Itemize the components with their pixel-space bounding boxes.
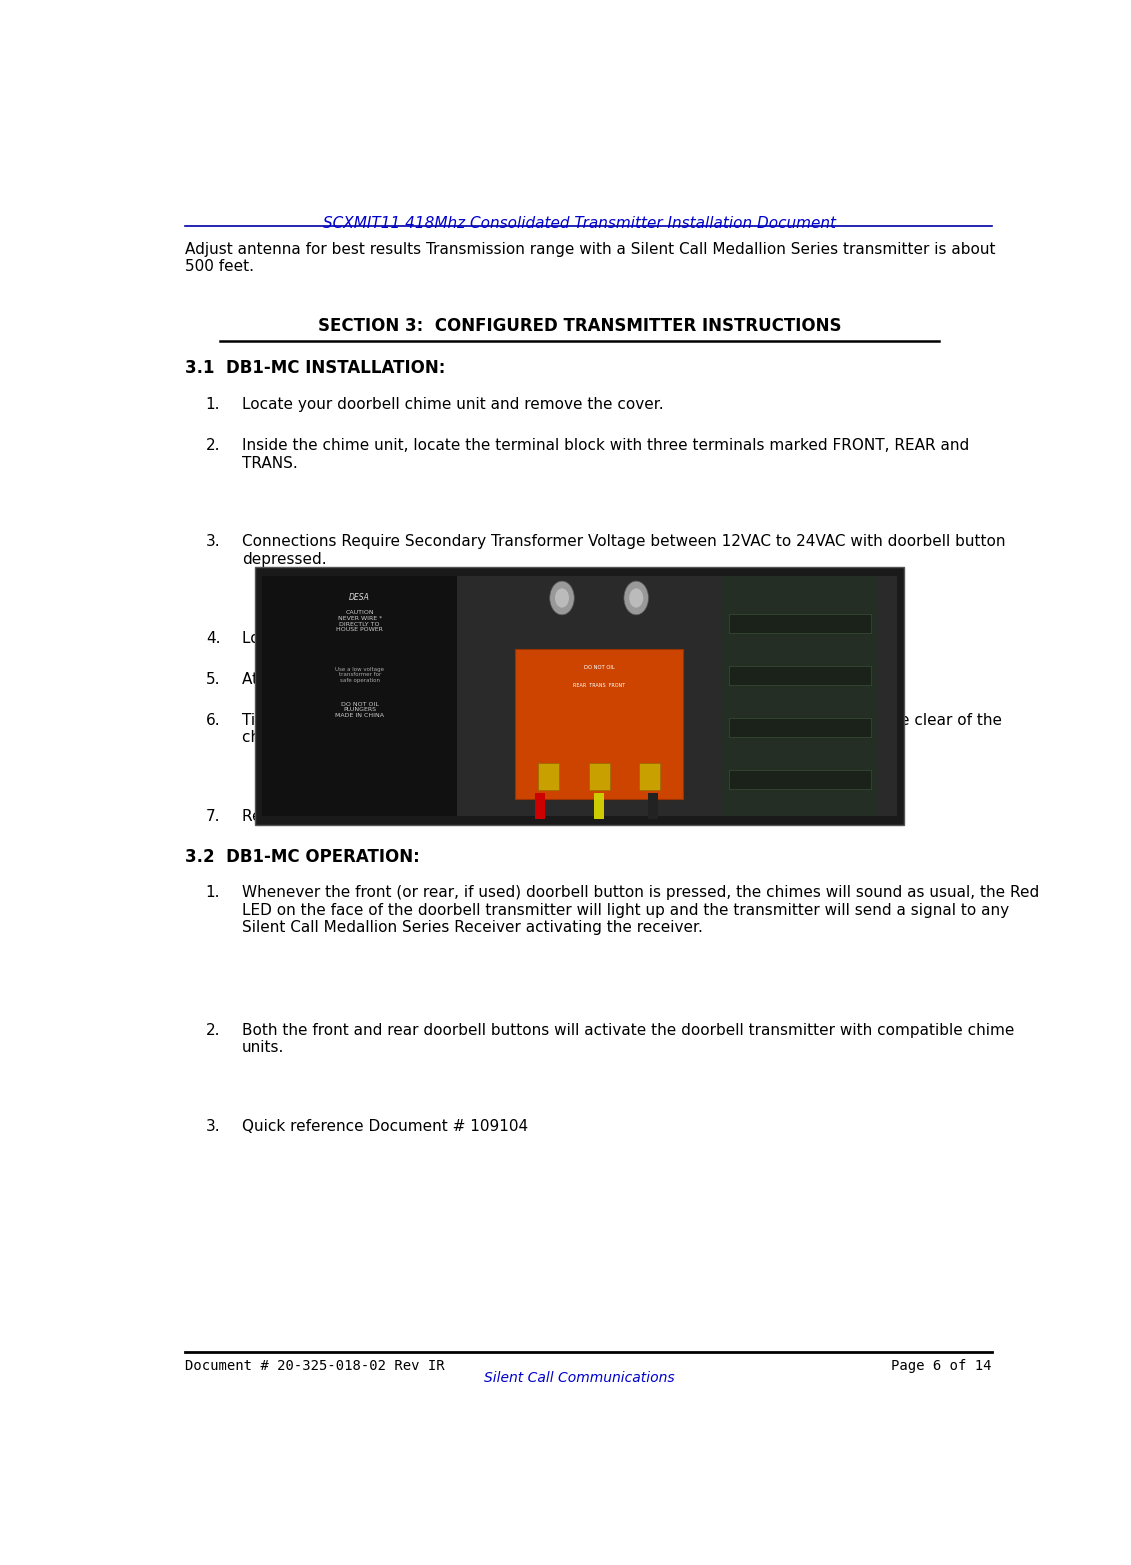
Bar bbox=[588, 764, 610, 790]
Bar bbox=[648, 793, 658, 820]
Text: Both the front and rear doorbell buttons will activate the doorbell transmitter : Both the front and rear doorbell buttons… bbox=[242, 1022, 1015, 1055]
Text: Quick reference Document # 109104: Quick reference Document # 109104 bbox=[242, 1119, 528, 1135]
Text: 1.: 1. bbox=[206, 886, 221, 900]
Bar bbox=[729, 613, 871, 632]
Text: 1.: 1. bbox=[206, 398, 221, 412]
Text: 3.2  DB1-MC OPERATION:: 3.2 DB1-MC OPERATION: bbox=[185, 848, 420, 867]
Text: SECTION 3:  CONFIGURED TRANSMITTER INSTRUCTIONS: SECTION 3: CONFIGURED TRANSMITTER INSTRU… bbox=[318, 318, 841, 335]
Text: Page 6 of 14: Page 6 of 14 bbox=[891, 1358, 992, 1373]
Text: Silent Call Communications: Silent Call Communications bbox=[484, 1371, 675, 1385]
Text: 5.: 5. bbox=[206, 671, 221, 687]
Bar bbox=[515, 649, 683, 800]
Text: Locate your doorbell chime unit and remove the cover.: Locate your doorbell chime unit and remo… bbox=[242, 398, 664, 412]
Text: Whenever the front (or rear, if used) doorbell button is pressed, the chimes wil: Whenever the front (or rear, if used) do… bbox=[242, 886, 1039, 936]
Bar bbox=[256, 567, 904, 825]
Text: DO NOT OIL: DO NOT OIL bbox=[584, 665, 614, 670]
Circle shape bbox=[555, 588, 569, 607]
Bar bbox=[723, 576, 878, 815]
Text: Adjust antenna for best results Transmission range with a Silent Call Medallion : Adjust antenna for best results Transmis… bbox=[185, 241, 995, 274]
Text: 2.: 2. bbox=[206, 1022, 221, 1038]
Text: Connections Require Secondary Transformer Voltage between 12VAC to 24VAC with do: Connections Require Secondary Transforme… bbox=[242, 535, 1005, 567]
Bar bbox=[729, 718, 871, 737]
Bar bbox=[262, 576, 897, 815]
Text: Replace the chime box cover.: Replace the chime box cover. bbox=[242, 809, 468, 825]
Text: Inside the chime unit, locate the terminal block with three terminals marked FRO: Inside the chime unit, locate the termin… bbox=[242, 438, 969, 471]
Text: 6.: 6. bbox=[206, 712, 221, 728]
Circle shape bbox=[624, 581, 648, 615]
Text: 3.: 3. bbox=[206, 535, 221, 549]
Bar bbox=[535, 793, 545, 820]
Bar bbox=[639, 764, 661, 790]
Text: 4.: 4. bbox=[206, 631, 221, 646]
Text: Use a low voltage
transformer for
safe operation: Use a low voltage transformer for safe o… bbox=[335, 667, 385, 684]
Text: Loosen the two screws but do not disconnect the attached wires.: Loosen the two screws but do not disconn… bbox=[242, 631, 742, 646]
Bar bbox=[262, 576, 457, 815]
Bar bbox=[538, 764, 559, 790]
Text: Attach the two wires from the DB1-MC as follows:  Red to FRONT, yellow to REAR.: Attach the two wires from the DB1-MC as … bbox=[242, 671, 867, 687]
Text: 3.: 3. bbox=[206, 1119, 221, 1135]
Text: DESA: DESA bbox=[349, 593, 370, 603]
Text: Tighten the two screws and tuck and excess wires out of sight.  Make sure all wi: Tighten the two screws and tuck and exce… bbox=[242, 712, 1002, 745]
Text: 2.: 2. bbox=[206, 438, 221, 454]
Bar bbox=[594, 793, 604, 820]
Circle shape bbox=[550, 581, 575, 615]
Circle shape bbox=[629, 588, 644, 607]
Text: CAUTION
NEVER WIRE *
DIRECTLY TO
HOUSE POWER: CAUTION NEVER WIRE * DIRECTLY TO HOUSE P… bbox=[336, 610, 383, 632]
Text: SCXMIT11 418Mhz Consolidated Transmitter Installation Document: SCXMIT11 418Mhz Consolidated Transmitter… bbox=[323, 216, 836, 230]
Text: 7.: 7. bbox=[206, 809, 221, 825]
Text: Document # 20-325-018-02 Rev IR: Document # 20-325-018-02 Rev IR bbox=[185, 1358, 444, 1373]
Text: 3.1  DB1-MC INSTALLATION:: 3.1 DB1-MC INSTALLATION: bbox=[185, 358, 446, 377]
Bar bbox=[729, 665, 871, 685]
Bar bbox=[729, 770, 871, 789]
Text: DO NOT OIL
PLUNGERS
MADE IN CHINA: DO NOT OIL PLUNGERS MADE IN CHINA bbox=[335, 701, 385, 718]
Text: REAR  TRANS  FRONT: REAR TRANS FRONT bbox=[573, 682, 625, 689]
